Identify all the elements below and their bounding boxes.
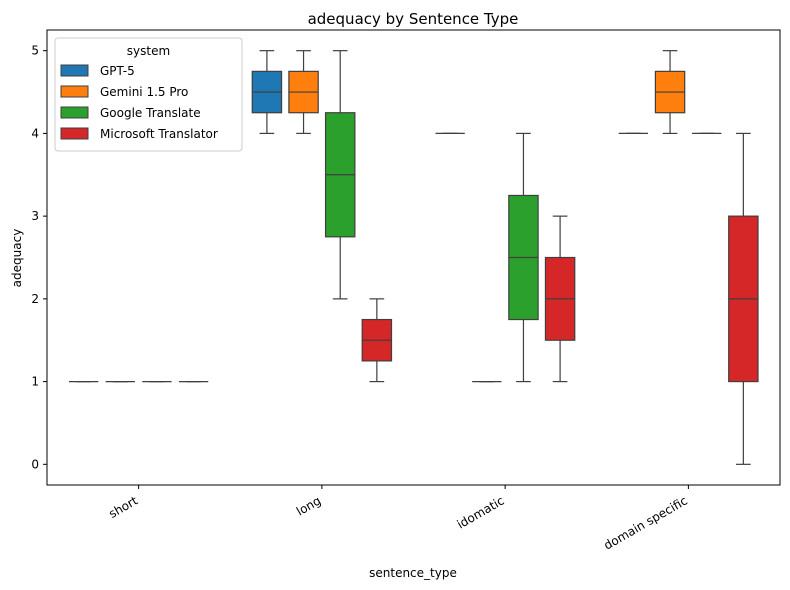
plot-area: [46, 29, 781, 486]
legend-label: GPT-5: [100, 64, 135, 78]
legend: system GPT-5 Gemini 1.5 Pro Google Translat…: [54, 37, 243, 152]
y-tick-label: 5: [31, 44, 39, 58]
box: [728, 132, 759, 465]
series-gemini-1-5-pro: [105, 50, 686, 383]
series-gpt-5: [68, 50, 649, 383]
y-tick-label: 2: [31, 292, 39, 306]
box: [251, 50, 283, 135]
legend-title: system: [127, 44, 170, 58]
box: [654, 50, 686, 135]
y-tick-label: 4: [31, 126, 39, 140]
series-google-translate: [142, 50, 722, 383]
legend-frame: [54, 37, 243, 152]
x-axis: short long idomatic domain specific: [106, 485, 690, 553]
x-tick-label: short: [106, 493, 140, 521]
y-axis: 0 1 2 3 4 5: [31, 44, 47, 471]
chart-title: adequacy by Sentence Type: [308, 10, 519, 28]
y-tick-label: 1: [31, 375, 39, 389]
x-axis-label: sentence_type: [369, 566, 457, 580]
legend-label: Google Translate: [100, 106, 201, 120]
legend-swatch: [60, 85, 89, 98]
box: [361, 298, 393, 383]
legend-swatch: [60, 64, 89, 77]
x-tick-label: idomatic: [455, 493, 507, 531]
x-tick-label: domain specific: [601, 493, 690, 552]
y-axis-label: adequacy: [10, 229, 24, 288]
y-tick-label: 3: [31, 209, 39, 223]
legend-label: Microsoft Translator: [100, 127, 218, 141]
x-tick-label: long: [294, 493, 323, 518]
box: [288, 50, 319, 135]
box: [508, 132, 539, 383]
legend-label: Gemini 1.5 Pro: [100, 85, 188, 99]
box: [324, 50, 356, 300]
legend-swatch: [60, 127, 89, 140]
legend-swatch: [60, 106, 89, 119]
y-tick-label: 0: [31, 457, 39, 471]
box: [544, 215, 576, 383]
series-microsoft-translator: [178, 132, 759, 465]
axes-frame: [46, 29, 781, 486]
